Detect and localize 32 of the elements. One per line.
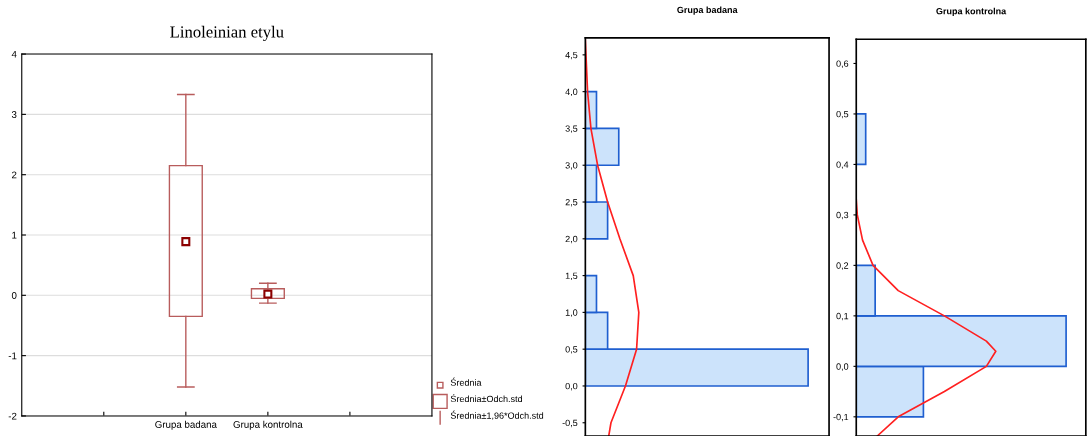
chart-title: Linoleinian etylu bbox=[170, 25, 284, 41]
y-tick-label: 0,4 bbox=[836, 161, 849, 169]
y-tick-label: 4 bbox=[11, 50, 17, 58]
text: Średnia±Odch.std bbox=[450, 393, 523, 403]
y-tick-label: 2,0 bbox=[565, 235, 578, 244]
y-tick-label: 0,5 bbox=[836, 110, 849, 119]
y-tick-label: 1 bbox=[12, 231, 17, 239]
y-tick-label: 1,0 bbox=[565, 309, 578, 317]
y-tick-label: 0,2 bbox=[836, 262, 849, 270]
text: Średnia±1,96*Odch.std bbox=[450, 410, 544, 420]
text: Średnia bbox=[450, 377, 482, 386]
y-tick-label: 0 bbox=[11, 292, 17, 299]
y-tick-label: 2,5 bbox=[565, 198, 578, 207]
y-tick-label: 0,0 bbox=[836, 363, 849, 371]
y-tick-label: 0,1 bbox=[836, 312, 849, 321]
y-tick-label: 3,0 bbox=[565, 162, 578, 170]
y-tick-label: 4,0 bbox=[565, 88, 578, 97]
y-tick-label: -0,5 bbox=[562, 419, 578, 428]
y-tick-label: 0,3 bbox=[836, 211, 849, 220]
chart-title: Grupa kontrolna bbox=[936, 7, 1007, 17]
y-tick-label: 0,6 bbox=[836, 60, 849, 68]
y-tick-label: 1,5 bbox=[565, 272, 578, 281]
y-tick-label: -1 bbox=[8, 352, 17, 360]
y-tick-label: -2 bbox=[8, 412, 17, 420]
y-tick-label: 3 bbox=[11, 111, 17, 118]
y-tick-label: 4,5 bbox=[565, 51, 578, 60]
y-tick-label: 0,0 bbox=[565, 382, 578, 391]
y-tick-label: -0,1 bbox=[833, 413, 849, 422]
y-tick-label: 3,5 bbox=[565, 125, 578, 133]
chart-title: Grupa badana bbox=[677, 6, 738, 15]
y-tick-label: 0,5 bbox=[565, 346, 578, 354]
y-tick-label: 2 bbox=[11, 171, 17, 179]
